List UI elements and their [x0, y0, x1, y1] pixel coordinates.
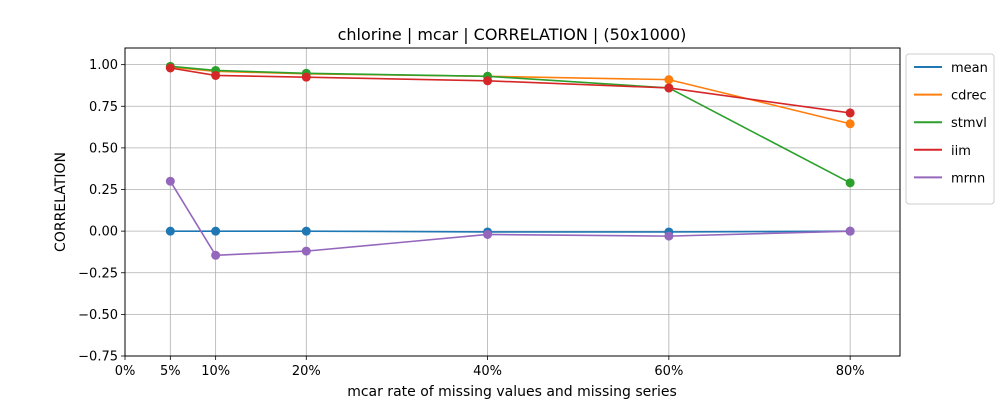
series-layer [165, 61, 855, 260]
data-point-mrnn [483, 229, 493, 239]
series-iim [165, 63, 855, 118]
y-tick-label: −0.75 [78, 350, 118, 365]
data-point-mrnn [301, 246, 311, 256]
data-point-stmvl [845, 178, 855, 188]
data-point-iim [845, 108, 855, 118]
series-line-mrnn [169, 180, 851, 257]
series-line-cdrec [170, 66, 851, 125]
series-mrnn [165, 176, 855, 260]
legend-label-mean: mean [951, 61, 988, 76]
legend-label-stmvl: stmvl [951, 116, 987, 131]
y-tick-label: −0.25 [78, 266, 118, 281]
y-tick-label: 0.25 [89, 183, 118, 198]
data-point-iim [165, 63, 175, 73]
data-point-mean [301, 226, 311, 236]
y-tick-label: 0.75 [89, 100, 118, 115]
y-tick-label: 0.50 [89, 141, 118, 156]
x-axis-label: mcar rate of missing values and missing … [347, 384, 677, 400]
legend-label-iim: iim [951, 144, 971, 159]
x-axis: 0% 5% 10% 20% 40% 60% 80% [115, 356, 865, 379]
x-tick-label: 5% [160, 364, 181, 379]
x-tick-label: 40% [473, 364, 502, 379]
series-stmvl [165, 61, 855, 188]
data-point-mrnn [211, 250, 221, 260]
x-tick-label: 20% [292, 364, 321, 379]
series-line-stmvl [170, 65, 851, 184]
series-line-mean [170, 230, 851, 233]
y-axis-label: CORRELATION [53, 152, 69, 252]
data-point-iim [664, 83, 674, 93]
legend-label-cdrec: cdrec [951, 89, 987, 104]
y-tick-label: 1.00 [89, 58, 118, 73]
y-tick-label: 0.00 [89, 225, 118, 240]
grid [124, 48, 900, 357]
data-point-mean [165, 226, 175, 236]
legend-label-mrnn: mrnn [951, 171, 985, 186]
legend-box [905, 53, 995, 205]
data-point-mrnn [165, 176, 175, 186]
data-point-cdrec [845, 119, 855, 129]
data-point-iim [211, 70, 221, 80]
legend: mean cdrec stmvl iim mrnn [905, 53, 995, 205]
x-tick-label: 0% [115, 364, 136, 379]
y-tick-label: −0.50 [78, 308, 118, 323]
plot-area-frame [124, 47, 901, 357]
data-point-cdrec [664, 75, 674, 85]
data-point-mean [211, 226, 221, 236]
chart-title: chlorine | mcar | CORRELATION | (50x1000… [338, 25, 687, 44]
series-line-iim [170, 67, 851, 114]
x-tick-label: 80% [836, 364, 865, 379]
data-point-mrnn [664, 231, 674, 241]
x-tick-label: 60% [654, 364, 683, 379]
data-point-iim [301, 72, 311, 82]
y-axis: −0.75 −0.50 −0.25 0.00 0.25 0.50 0.75 1.00 [78, 58, 125, 365]
data-point-iim [483, 76, 493, 86]
x-tick-label: 10% [201, 364, 230, 379]
data-point-mrnn [845, 226, 855, 236]
